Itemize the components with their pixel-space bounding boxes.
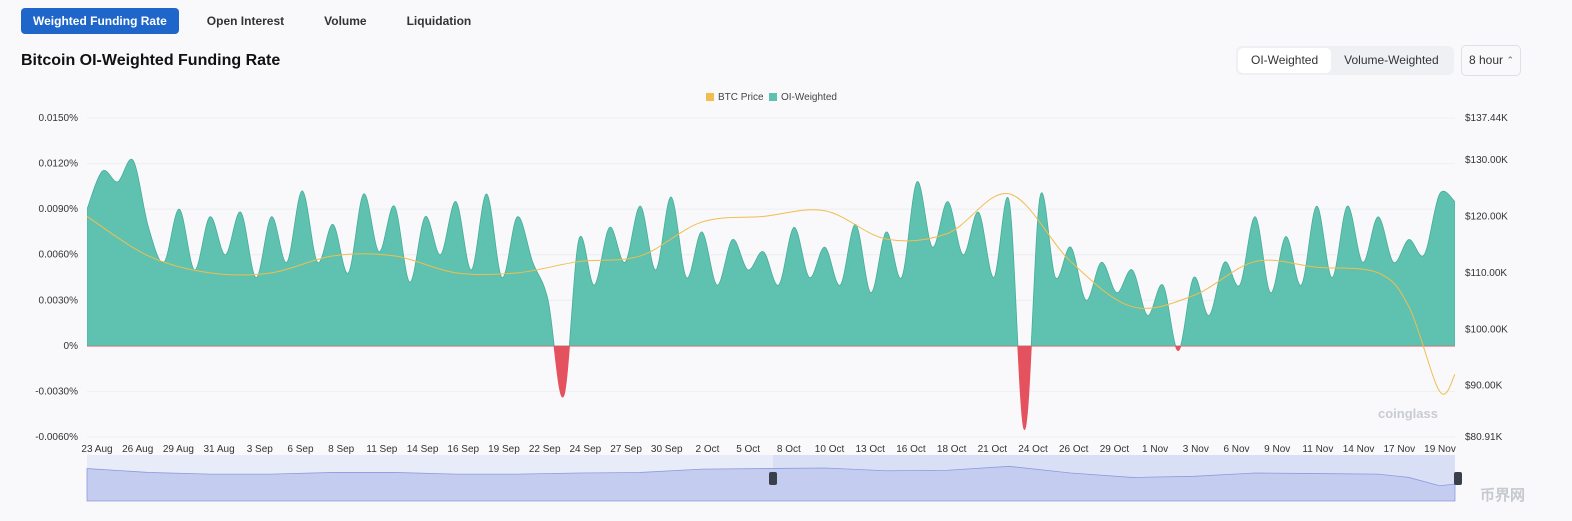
y-right-tick-label: $137.44K xyxy=(1465,113,1508,124)
y-right-tick-label: $100.00K xyxy=(1465,324,1508,335)
y-left-tick-label: -0.0030% xyxy=(35,386,78,397)
legend-oi-weighted-swatch xyxy=(769,93,777,101)
tab-open-interest[interactable]: Open Interest xyxy=(206,14,285,28)
x-tick-label: 11 Sep xyxy=(366,444,397,455)
x-tick-label: 16 Oct xyxy=(896,444,926,455)
x-tick-label: 9 Nov xyxy=(1264,444,1290,455)
x-tick-label: 27 Sep xyxy=(610,444,642,455)
x-tick-label: 8 Sep xyxy=(328,444,355,455)
chart-legend: BTC Price OI-Weighted xyxy=(706,92,837,103)
y-left-tick-label: 0% xyxy=(64,341,79,352)
y-left-tick-label: -0.0060% xyxy=(35,432,78,443)
x-tick-label: 2 Oct xyxy=(696,444,720,455)
x-tick-label: 6 Sep xyxy=(287,444,314,455)
x-tick-label: 10 Oct xyxy=(815,444,845,455)
x-tick-label: 31 Aug xyxy=(204,444,235,455)
x-tick-label: 8 Oct xyxy=(777,444,801,455)
range-navigator[interactable] xyxy=(86,455,1462,502)
y-right-tick-label: $110.00K xyxy=(1465,268,1507,279)
corner-logo: 币界网 xyxy=(1480,487,1526,504)
x-tick-label: 29 Oct xyxy=(1100,444,1130,455)
x-tick-label: 24 Oct xyxy=(1018,444,1048,455)
x-tick-label: 29 Aug xyxy=(163,444,194,455)
x-tick-label: 24 Sep xyxy=(570,444,602,455)
navigator-left-handle xyxy=(769,472,777,485)
legend-oi-weighted-label: OI-Weighted xyxy=(781,92,837,103)
y-left-tick-label: 0.0030% xyxy=(39,295,79,306)
x-tick-label: 6 Nov xyxy=(1223,444,1249,455)
x-tick-label: 18 Oct xyxy=(937,444,967,455)
legend-btc-price-label: BTC Price xyxy=(718,92,764,103)
y-left-tick-label: 0.0150% xyxy=(39,113,79,124)
x-tick-label: 23 Aug xyxy=(81,444,112,455)
y-left-tick-label: 0.0120% xyxy=(39,159,79,170)
volume-weighted-button[interactable]: Volume-Weighted xyxy=(1344,53,1439,67)
updown-chevron-icon: ⌃ xyxy=(1506,55,1514,65)
x-tick-label: 1 Nov xyxy=(1142,444,1168,455)
x-tick-label: 19 Nov xyxy=(1424,444,1456,455)
x-tick-label: 21 Oct xyxy=(978,444,1008,455)
y-right-tick-label: $90.00K xyxy=(1465,381,1503,392)
page-title: Bitcoin OI-Weighted Funding Rate xyxy=(21,52,281,69)
x-tick-label: 17 Nov xyxy=(1383,444,1415,455)
y-axis-left: 0.0150% 0.0120% 0.0090% 0.0060% 0.0030% 0% -0.… xyxy=(35,113,78,443)
y-right-tick-label: $80.91K xyxy=(1465,432,1503,443)
x-tick-label: 11 Nov xyxy=(1302,444,1333,455)
x-tick-label: 22 Sep xyxy=(529,444,561,455)
x-tick-label: 26 Oct xyxy=(1059,444,1089,455)
x-tick-label: 16 Sep xyxy=(447,444,479,455)
tab-bar: Weighted Funding Rate Open Interest Volu… xyxy=(21,8,483,34)
x-tick-label: 3 Sep xyxy=(247,444,274,455)
tab-liquidation[interactable]: Liquidation xyxy=(406,14,472,28)
tab-weighted-funding-rate[interactable]: Weighted Funding Rate xyxy=(21,8,179,34)
y-axis-right: $137.44K $130.00K $120.00K $110.00K $100.00K… xyxy=(1465,113,1508,443)
interval-value: 8 hour xyxy=(1469,53,1504,67)
funding-positive-area xyxy=(87,158,1455,346)
chart-series xyxy=(86,158,1456,431)
x-axis: 23 Aug 26 Aug 29 Aug 31 Aug 3 Sep 6 Sep 8 Sep 1… xyxy=(81,444,1455,455)
y-right-tick-label: $130.00K xyxy=(1465,155,1508,166)
tab-volume[interactable]: Volume xyxy=(324,14,367,28)
x-tick-label: 30 Sep xyxy=(651,444,683,455)
x-tick-label: 19 Sep xyxy=(488,444,520,455)
navigator-right-handle xyxy=(1454,472,1462,485)
oi-weighted-button[interactable]: OI-Weighted xyxy=(1238,48,1332,73)
x-tick-label: 26 Aug xyxy=(122,444,153,455)
y-left-tick-label: 0.0090% xyxy=(39,204,79,215)
x-tick-label: 3 Nov xyxy=(1183,444,1209,455)
legend-btc-price-swatch xyxy=(706,93,714,101)
y-right-tick-label: $120.00K xyxy=(1465,211,1508,222)
x-tick-label: 13 Oct xyxy=(856,444,886,455)
x-tick-label: 14 Nov xyxy=(1343,444,1375,455)
funding-negative-area xyxy=(87,345,1455,431)
y-left-tick-label: 0.0060% xyxy=(39,250,79,261)
x-tick-label: 14 Sep xyxy=(407,444,439,455)
x-tick-label: 5 Oct xyxy=(736,444,760,455)
weighting-toggle: OI-Weighted Volume-Weighted xyxy=(1236,46,1454,75)
interval-select[interactable]: 8 hour ⌃ xyxy=(1461,45,1521,76)
coinglass-watermark: coinglass xyxy=(1378,406,1438,421)
btc-price-line xyxy=(86,193,1456,395)
